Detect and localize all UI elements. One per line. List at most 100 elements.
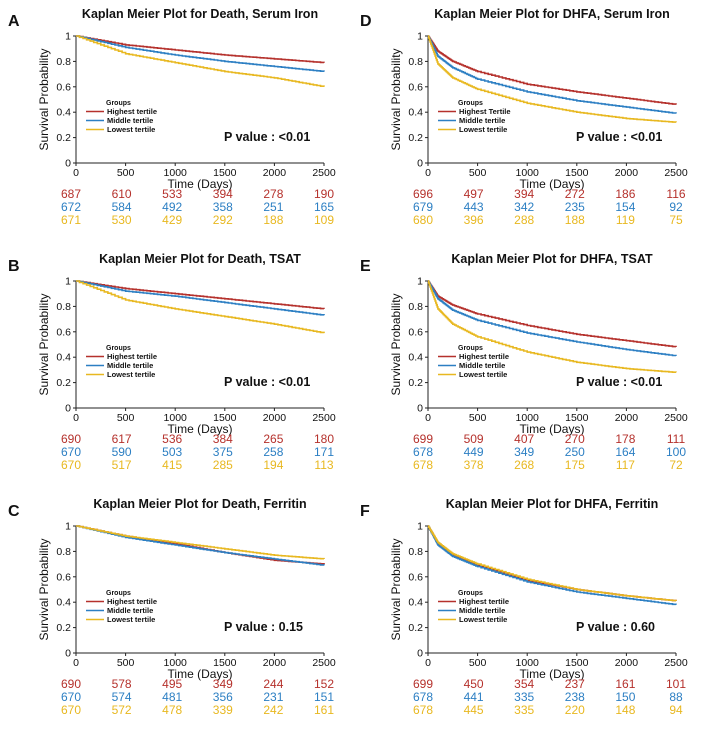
y-axis-label: Survival Probability bbox=[389, 293, 403, 395]
legend-entry: Lowest tertile bbox=[107, 615, 155, 624]
y-tick-label: 0.8 bbox=[408, 546, 423, 558]
series-line-mid bbox=[76, 35, 325, 72]
y-tick-label: 0.6 bbox=[56, 326, 71, 338]
panel-label: B bbox=[8, 258, 20, 275]
risk-count: 186 bbox=[615, 187, 635, 201]
chart-E: E Kaplan Meier Plot for DHFA, TSAT 0 500 100… bbox=[360, 252, 688, 472]
risk-count: 190 bbox=[314, 187, 334, 201]
y-tick-label: 0.8 bbox=[408, 301, 423, 313]
p-value: P value : 0.60 bbox=[576, 620, 655, 634]
x-tick-label: 1000 bbox=[164, 412, 188, 424]
legend-title: Groups bbox=[106, 590, 131, 597]
risk-count: 415 bbox=[162, 458, 182, 472]
risk-count: 349 bbox=[514, 445, 534, 459]
risk-count: 220 bbox=[565, 703, 585, 717]
risk-count: 88 bbox=[669, 690, 683, 704]
y-tick-label: 0.4 bbox=[408, 352, 423, 364]
x-tick-label: 0 bbox=[73, 412, 79, 424]
series-line-high bbox=[76, 280, 325, 310]
legend-entry: Middle tertile bbox=[107, 361, 153, 370]
risk-count: 443 bbox=[464, 200, 484, 214]
risk-count: 590 bbox=[112, 445, 132, 459]
series-line-high bbox=[427, 35, 677, 105]
risk-count: 584 bbox=[112, 200, 132, 214]
x-tick-label: 500 bbox=[469, 412, 487, 424]
risk-count: 101 bbox=[666, 677, 686, 691]
y-tick-label: 0.2 bbox=[56, 132, 71, 144]
risk-count: 533 bbox=[162, 187, 182, 201]
p-value: P value : <0.01 bbox=[224, 130, 310, 144]
risk-count: 117 bbox=[616, 458, 635, 472]
x-tick-label: 500 bbox=[117, 657, 135, 669]
x-tick-label: 0 bbox=[73, 657, 79, 669]
x-axis-label: Time (Days) bbox=[520, 422, 585, 436]
risk-count: 92 bbox=[669, 200, 683, 214]
x-tick-label: 0 bbox=[425, 167, 431, 179]
risk-count: 116 bbox=[666, 187, 685, 201]
chart-D: D Kaplan Meier Plot for DHFA, Serum Iron 0… bbox=[360, 7, 688, 227]
risk-count: 72 bbox=[669, 458, 683, 472]
series-line-mid bbox=[427, 525, 677, 606]
legend-entry: Middle tertile bbox=[459, 361, 505, 370]
x-tick-label: 1000 bbox=[516, 412, 540, 424]
risk-count: 148 bbox=[615, 703, 635, 717]
risk-count: 237 bbox=[565, 677, 585, 691]
risk-count: 354 bbox=[514, 677, 534, 691]
risk-count: 119 bbox=[616, 213, 635, 227]
risk-count: 670 bbox=[61, 458, 81, 472]
risk-count: 109 bbox=[314, 213, 334, 227]
x-tick-label: 2500 bbox=[312, 167, 336, 179]
x-tick-label: 1000 bbox=[516, 657, 540, 669]
legend-title: Groups bbox=[106, 345, 131, 352]
y-tick-label: 1 bbox=[65, 276, 71, 288]
panel-E: E Kaplan Meier Plot for DHFA, TSAT 0 500 100… bbox=[352, 245, 703, 490]
y-tick-label: 0.4 bbox=[56, 597, 71, 609]
risk-count: 574 bbox=[112, 690, 132, 704]
risk-count: 180 bbox=[314, 432, 334, 446]
chart-title: Kaplan Meier Plot for DHFA, TSAT bbox=[451, 252, 653, 266]
y-axis-label: Survival Probability bbox=[389, 538, 403, 640]
risk-count: 75 bbox=[669, 213, 683, 227]
risk-count: 265 bbox=[263, 432, 283, 446]
series-line-mid bbox=[76, 280, 325, 316]
panel-label: C bbox=[8, 503, 20, 520]
risk-count: 670 bbox=[61, 445, 81, 459]
panel-label: E bbox=[360, 258, 371, 275]
x-tick-label: 1500 bbox=[565, 167, 589, 179]
series-line-low bbox=[427, 280, 677, 373]
series-line-mid bbox=[427, 280, 677, 357]
x-axis-label: Time (Days) bbox=[168, 667, 233, 681]
legend-entry: Highest tertile bbox=[107, 352, 157, 361]
y-axis-label: Survival Probability bbox=[389, 48, 403, 150]
risk-count: 517 bbox=[112, 458, 132, 472]
panel-label: A bbox=[8, 13, 20, 30]
y-tick-label: 0 bbox=[417, 403, 423, 415]
panel-F: F Kaplan Meier Plot for DHFA, Ferritin 0 50… bbox=[352, 490, 703, 735]
p-value: P value : <0.01 bbox=[576, 375, 662, 389]
chart-A: A Kaplan Meier Plot for Death, Serum Iron… bbox=[8, 7, 336, 227]
risk-count: 113 bbox=[314, 458, 333, 472]
x-tick-label: 2000 bbox=[615, 167, 639, 179]
x-tick-label: 1500 bbox=[213, 167, 237, 179]
risk-count: 272 bbox=[565, 187, 585, 201]
risk-count: 175 bbox=[565, 458, 585, 472]
risk-count: 509 bbox=[464, 432, 484, 446]
risk-count: 335 bbox=[514, 703, 534, 717]
x-tick-label: 2500 bbox=[312, 412, 336, 424]
risk-count: 188 bbox=[263, 213, 283, 227]
legend-entry: Highest Tertile bbox=[459, 107, 511, 116]
risk-count: 396 bbox=[464, 213, 484, 227]
risk-count: 617 bbox=[112, 432, 132, 446]
risk-count: 171 bbox=[314, 445, 334, 459]
series-line-low bbox=[427, 525, 677, 602]
x-tick-label: 0 bbox=[425, 412, 431, 424]
legend-title: Groups bbox=[106, 100, 131, 107]
risk-count: 441 bbox=[464, 690, 484, 704]
x-tick-label: 2000 bbox=[263, 412, 287, 424]
risk-count: 678 bbox=[413, 458, 433, 472]
risk-count: 384 bbox=[213, 432, 233, 446]
series-line-mid bbox=[427, 35, 677, 114]
risk-count: 111 bbox=[667, 432, 686, 446]
risk-count: 285 bbox=[213, 458, 233, 472]
risk-count: 164 bbox=[615, 445, 635, 459]
